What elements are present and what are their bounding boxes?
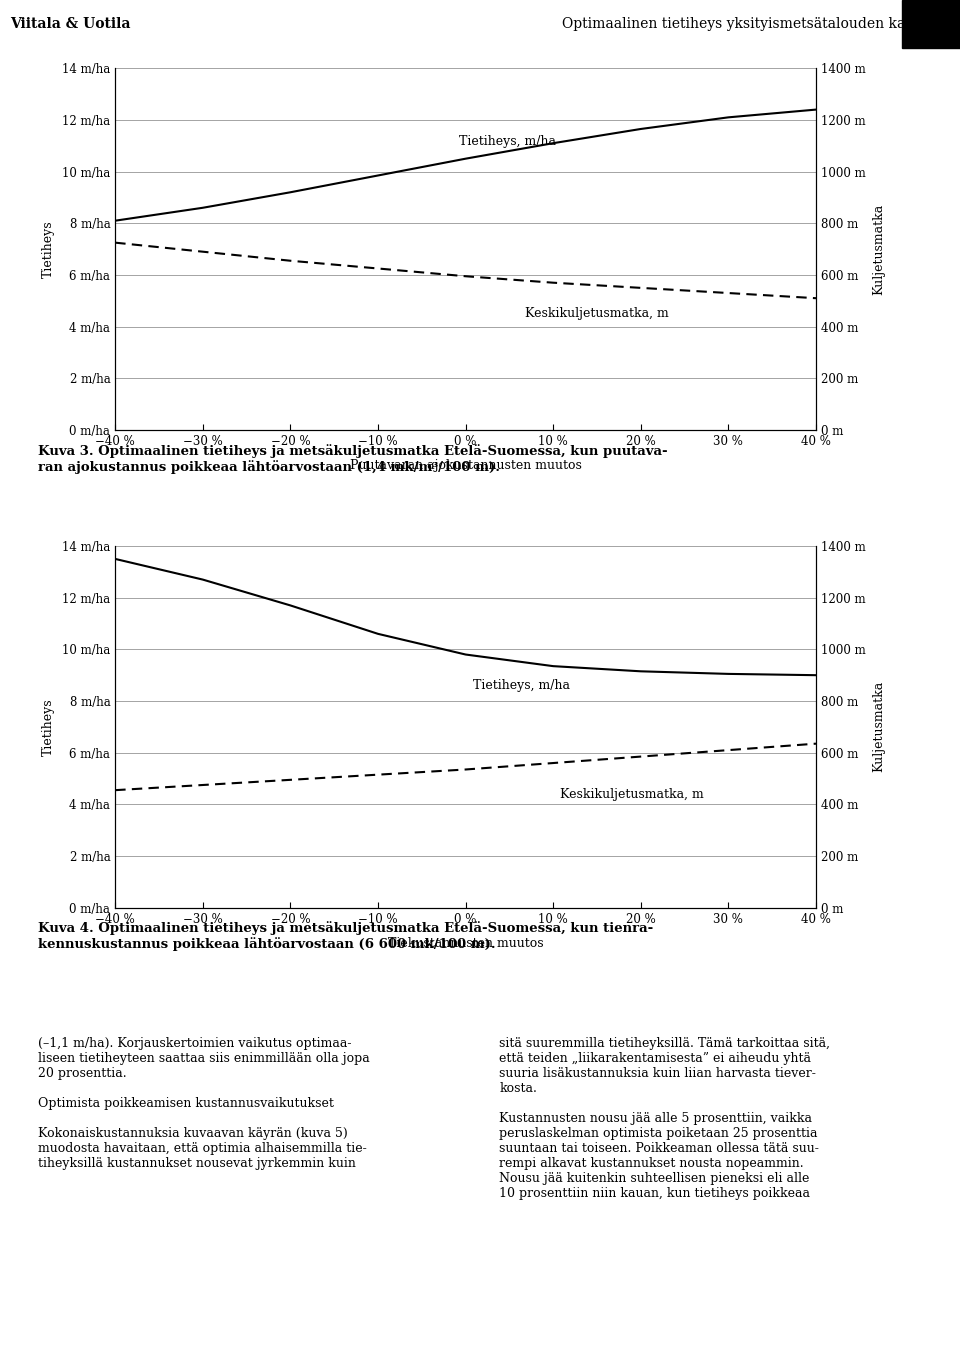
Text: Tietiheys, m/ha: Tietiheys, m/ha xyxy=(459,135,556,147)
Text: Optimaalinen tietiheys yksityismetsätalouden kannalta: Optimaalinen tietiheys yksityismetsätalo… xyxy=(563,16,950,31)
Text: sitä suuremmilla tietiheyksillä. Tämä tarkoittaa sitä,
että teiden „liikarakenta: sitä suuremmilla tietiheyksillä. Tämä ta… xyxy=(499,1037,830,1200)
Text: Viitala & Uotila: Viitala & Uotila xyxy=(10,16,131,31)
Y-axis label: Kuljetusmatka: Kuljetusmatka xyxy=(873,203,885,295)
X-axis label: Puutavaran ajokustannusten muutos: Puutavaran ajokustannusten muutos xyxy=(349,459,582,472)
Text: Keskikuljetusmatka, m: Keskikuljetusmatka, m xyxy=(560,788,704,801)
Y-axis label: Tietiheys: Tietiheys xyxy=(42,220,55,278)
Y-axis label: Kuljetusmatka: Kuljetusmatka xyxy=(873,681,885,773)
Text: Keskikuljetusmatka, m: Keskikuljetusmatka, m xyxy=(525,307,669,321)
Text: Tietiheys, m/ha: Tietiheys, m/ha xyxy=(472,680,569,692)
X-axis label: Tiekustannusten muutos: Tiekustannusten muutos xyxy=(388,936,543,950)
Text: (–1,1 m/ha). Korjauskertoimien vaikutus optimaa-
liseen tietiheyteen saattaa sii: (–1,1 m/ha). Korjauskertoimien vaikutus … xyxy=(38,1037,371,1170)
Bar xyxy=(902,0,960,48)
Y-axis label: Tietiheys: Tietiheys xyxy=(42,698,55,756)
Text: Kuva 4. Optimaalinen tietiheys ja metsäkuljetusmatka Etelä-Suomessa, kun tienra-: Kuva 4. Optimaalinen tietiheys ja metsäk… xyxy=(38,921,654,951)
Text: Kuva 3. Optimaalinen tietiheys ja metsäkuljetusmatka Etelä-Suomessa, kun puutava: Kuva 3. Optimaalinen tietiheys ja metsäk… xyxy=(38,444,668,474)
